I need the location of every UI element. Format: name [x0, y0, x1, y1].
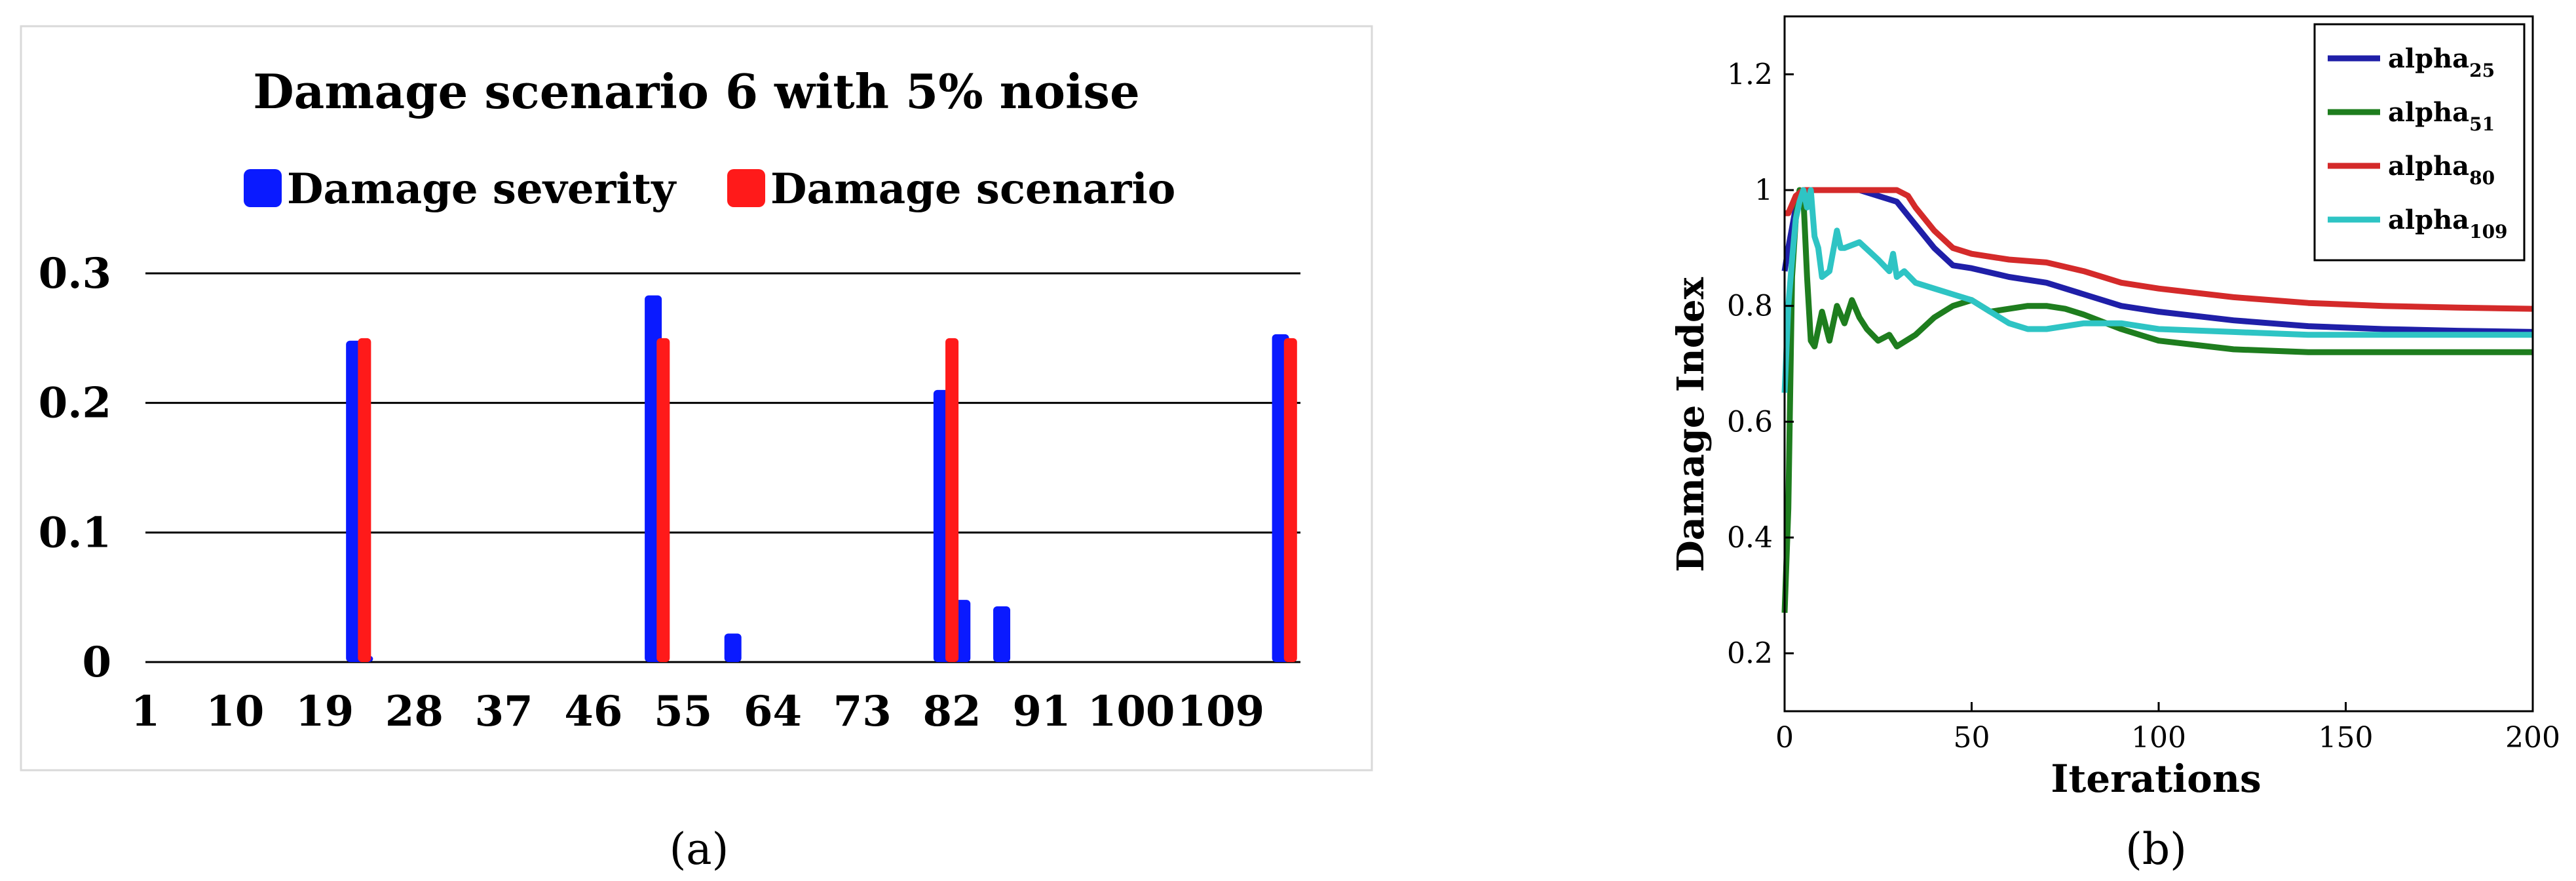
- x-tick-label: 91: [1012, 687, 1070, 736]
- x-tick-label: 73: [833, 687, 892, 736]
- y-tick-label: 0: [82, 638, 111, 687]
- chart-a-x-ticks: 1 10 19 28 37 46 55 64 73 82 91 100 109: [131, 687, 1264, 736]
- y-tick-label: 1: [1754, 174, 1773, 207]
- y-tick-label: 0.6: [1727, 405, 1773, 439]
- legend-swatch: [244, 169, 282, 207]
- chart-a: Damage scenario 6 with 5% noise Damage s…: [20, 25, 1373, 772]
- chart-a-bars: [346, 295, 1297, 662]
- chart-b-x-axis-label: Iterations: [2051, 756, 2261, 801]
- x-tick-label: 10: [206, 687, 264, 736]
- chart-b-y-axis-label: Damage Index: [1669, 277, 1713, 572]
- bar-damage-scenario: [1283, 338, 1297, 662]
- x-tick-label: 200: [2505, 721, 2560, 754]
- bar-damage-severity: [993, 606, 1011, 662]
- chart-b-x-ticks: 0 50 100 150 200: [1775, 702, 2560, 754]
- legend-label: alpha51: [2388, 97, 2495, 135]
- bar-damage-scenario: [945, 338, 959, 662]
- legend-label: alpha109: [2388, 205, 2508, 243]
- chart-a-legend: Damage severity Damage scenario: [244, 165, 1175, 214]
- bar-damage-severity: [724, 633, 742, 662]
- line-alpha-109: [1781, 187, 2533, 393]
- chart-b-lines: [1781, 187, 2533, 613]
- y-tick-label: 0.4: [1727, 521, 1773, 555]
- chart-a-title: Damage scenario 6 with 5% noise: [253, 64, 1140, 119]
- x-tick-label: 1: [131, 687, 161, 736]
- caption-b: (b): [2125, 824, 2187, 874]
- y-tick-label: 0.1: [39, 508, 111, 557]
- x-tick-label: 150: [2319, 721, 2374, 754]
- legend-swatch: [727, 169, 765, 207]
- y-tick-label: 0.8: [1727, 290, 1773, 323]
- caption-a: (a): [670, 824, 729, 874]
- legend-label: alpha25: [2388, 43, 2495, 81]
- chart-b-y-ticks: 0.2 0.4 0.6 0.8 1 1.2: [1727, 58, 1794, 671]
- x-tick-label: 46: [564, 687, 622, 736]
- y-tick-label: 0.2: [39, 379, 111, 428]
- x-tick-label: 100: [1088, 687, 1175, 736]
- chart-b-legend: alpha25 alpha51 alpha80 alpha109: [2313, 23, 2526, 262]
- y-tick-label: 1.2: [1727, 58, 1773, 91]
- x-tick-label: 28: [385, 687, 444, 736]
- x-tick-label: 109: [1177, 687, 1265, 736]
- chart-a-y-ticks: 0 0.1 0.2 0.3: [39, 249, 111, 687]
- x-tick-label: 0: [1775, 721, 1794, 754]
- chart-a-border: [20, 25, 1373, 772]
- bar-damage-scenario: [656, 338, 670, 662]
- chart-b: 0 50 100 150 200 0.2 0.4 0.6 0.8 1 1.2 Iterations…: [1669, 15, 2560, 801]
- y-tick-label: 0.3: [39, 249, 111, 298]
- x-tick-label: 100: [2131, 721, 2186, 754]
- legend-label: alpha80: [2388, 151, 2495, 189]
- x-tick-label: 64: [744, 687, 802, 736]
- line-alpha-51: [1781, 187, 2533, 613]
- x-tick-label: 19: [295, 687, 354, 736]
- bar-damage-scenario: [358, 338, 371, 662]
- x-tick-label: 55: [654, 687, 712, 736]
- x-tick-label: 82: [923, 687, 981, 736]
- chart-a-gridlines: [145, 272, 1300, 663]
- y-tick-label: 0.2: [1727, 637, 1773, 671]
- x-tick-label: 37: [475, 687, 533, 736]
- legend-label: Damage severity: [287, 165, 677, 214]
- x-tick-label: 50: [1954, 721, 1990, 754]
- legend-label: Damage scenario: [770, 165, 1175, 214]
